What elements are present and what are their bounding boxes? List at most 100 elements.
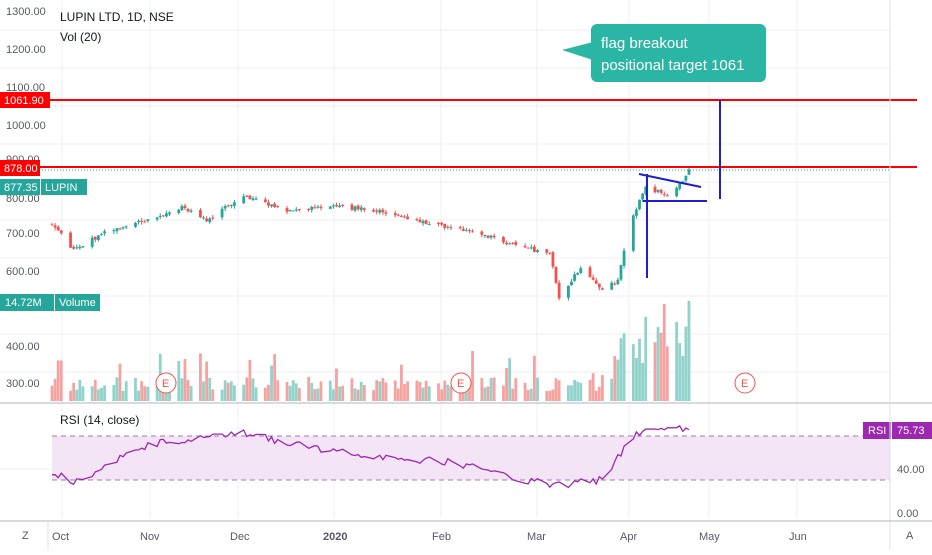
volume-value-badge [0,294,54,311]
flag-upper-line[interactable] [638,173,702,188]
volume-bar [288,385,292,401]
earnings-markers[interactable]: E E E [155,372,756,394]
candle-body [662,193,666,195]
candle-body [118,228,122,230]
volume-bar [96,389,100,401]
earnings-marker[interactable] [734,372,756,394]
volume-bar [681,356,685,401]
volume-bar [276,380,280,401]
candle-body [393,213,397,216]
callout-box[interactable] [591,24,766,82]
volume-bar [532,355,536,401]
candle-body [403,216,406,218]
rsi-band [52,436,890,480]
volume-bar [662,303,666,401]
candle-body [158,215,162,217]
price-axis[interactable]: 1300.00 1200.00 1100.00 1000.00 900.00 8… [6,6,46,390]
candle-body [678,182,682,189]
candle-body [251,198,255,200]
candle-body [53,225,57,228]
candle-body [90,237,94,247]
rsi-value-badge-text: 75.73 [897,425,925,437]
volume-bar [270,365,273,401]
candle-body [591,277,595,280]
time-axis[interactable]: Oct Nov Dec 2020 Feb Mar Apr May Jun Z A [0,520,932,550]
zoom-button-z[interactable]: Z [22,530,29,542]
volume-bar [502,385,505,401]
volume-bar [440,389,444,401]
target-callout[interactable]: flag breakout positional target 1061 [562,24,766,82]
candle-body [143,221,147,223]
volume-bar [208,377,212,401]
candle-body [681,181,685,183]
candle-body [567,285,570,298]
volume-bar [229,381,233,401]
volume-bar [248,359,252,401]
volume-bars [50,301,691,401]
volume-bar [245,377,249,401]
candle-body [529,247,533,249]
rsi-pane[interactable]: RSI (14, close) RSI 75.73 40.00 0.00 [51,413,932,520]
candle-body [638,199,641,210]
time-tick: Mar [527,531,546,543]
volume-bar [545,390,549,401]
auto-scale-button-a[interactable]: A [906,530,914,542]
legend[interactable]: LUPIN LTD, 1D, NSE Vol (20) [60,10,174,44]
volume-bar [631,344,635,401]
candle-body [81,246,85,248]
volume-bar [601,375,604,401]
candle-body [483,235,487,237]
volume-bar [406,381,410,401]
volume-bar [331,389,335,401]
volume-bar [548,390,552,401]
candle-body [220,208,224,218]
volume-bar [183,359,187,401]
earnings-marker[interactable] [155,372,177,394]
volume-bar [53,379,57,401]
flag-pattern[interactable] [638,100,721,278]
volume-bar [242,384,246,401]
volume-bar [112,385,116,401]
candle-body [443,223,447,228]
volume-bar [659,332,663,401]
candle-body [554,266,558,284]
candle-body [291,210,295,212]
rsi-line [51,424,690,489]
volume-bar [396,388,400,401]
candle-body [396,214,400,216]
volume-bar [588,379,592,401]
candle-body [165,213,168,217]
candle-body [316,206,320,208]
price-tick: 700.00 [6,228,40,240]
candle-body [285,208,289,212]
volume-bar [143,386,147,401]
volume-bar [359,381,363,401]
candle-body [597,283,601,288]
candle-body [505,242,508,245]
volume-bar [356,389,360,401]
candle-body [134,222,137,227]
volume-bar [393,380,397,401]
price-tick: 400.00 [6,341,40,353]
candle-body [180,206,184,211]
volume-bar [526,389,530,401]
candle-body [96,235,100,241]
candle-body [619,265,623,280]
volume-bar [418,381,422,401]
earnings-marker[interactable] [450,372,472,394]
volume-bar [72,382,76,401]
volume-bar [464,386,468,401]
candle-body [384,212,388,214]
volume-bar [400,364,403,401]
candle-body [458,227,462,229]
volume-bar [567,385,570,401]
volume-bar [254,387,258,401]
volume-bar [56,360,60,401]
volume-bar [137,390,140,401]
candle-body [270,204,273,207]
candle-body [75,247,79,249]
volume-bar [267,384,270,401]
candle-body [137,220,140,222]
